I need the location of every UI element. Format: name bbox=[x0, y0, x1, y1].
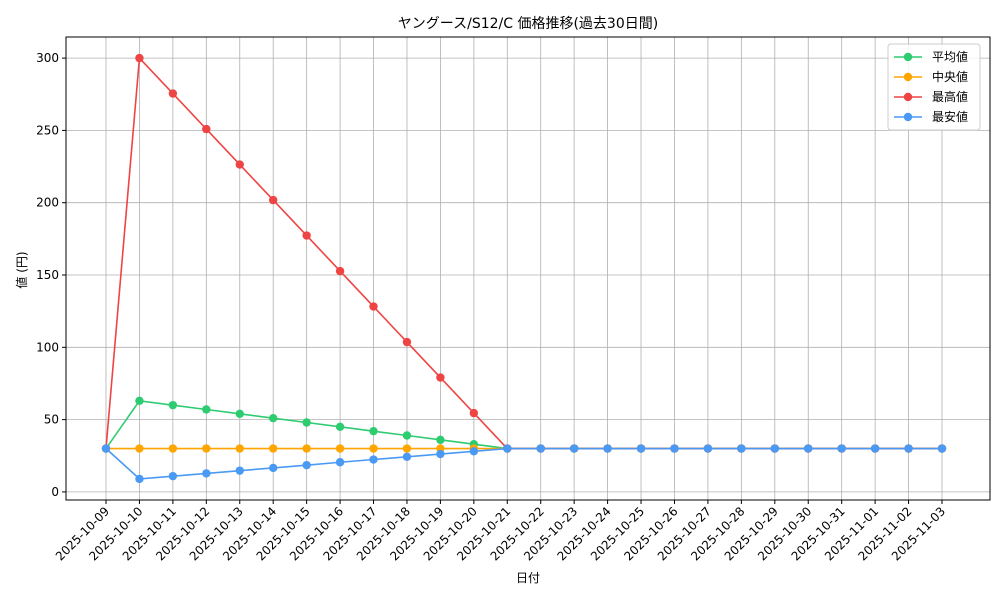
data-point bbox=[168, 400, 178, 410]
legend-label: 最安値 bbox=[932, 109, 968, 124]
data-point bbox=[235, 444, 244, 453]
chart-title: ヤングース/S12/C 価格推移(過去30日間) bbox=[398, 16, 658, 32]
data-point bbox=[402, 452, 412, 461]
data-point bbox=[904, 444, 913, 453]
data-point bbox=[235, 466, 244, 475]
series-line bbox=[105, 56, 942, 450]
y-tick-label: 250 bbox=[36, 123, 59, 137]
data-point bbox=[436, 449, 445, 459]
legend-marker bbox=[903, 52, 913, 62]
data-point bbox=[703, 444, 713, 453]
plot-frame bbox=[65, 36, 991, 501]
y-axis-label: 値 (円) bbox=[14, 251, 29, 288]
data-point bbox=[870, 444, 880, 453]
data-point bbox=[503, 444, 512, 453]
x-axis-label: 日付 bbox=[516, 571, 540, 585]
data-point bbox=[737, 444, 746, 453]
data-point bbox=[202, 444, 211, 453]
data-point bbox=[804, 444, 813, 453]
data-point bbox=[135, 396, 144, 406]
data-point bbox=[335, 444, 345, 453]
data-point bbox=[369, 302, 378, 311]
data-point bbox=[269, 463, 278, 473]
data-point bbox=[436, 373, 445, 382]
legend-label: 平均値 bbox=[932, 49, 968, 64]
y-tick-label: 150 bbox=[36, 268, 59, 282]
data-point bbox=[269, 444, 278, 453]
legend-box bbox=[887, 43, 981, 131]
data-point bbox=[469, 447, 479, 456]
data-point bbox=[636, 444, 646, 453]
data-point bbox=[135, 53, 144, 63]
data-point bbox=[569, 444, 579, 453]
data-point bbox=[770, 444, 779, 453]
data-point bbox=[168, 444, 178, 453]
data-point bbox=[135, 474, 144, 484]
data-point bbox=[536, 444, 545, 453]
data-point bbox=[302, 231, 311, 240]
data-point bbox=[101, 444, 111, 453]
data-point bbox=[369, 426, 378, 436]
data-point bbox=[168, 89, 178, 98]
series-line bbox=[105, 447, 942, 480]
data-point bbox=[670, 444, 679, 453]
data-point bbox=[202, 469, 211, 478]
data-point bbox=[369, 444, 378, 453]
data-point bbox=[235, 409, 244, 419]
data-point bbox=[402, 444, 412, 453]
y-tick-label: 100 bbox=[36, 340, 59, 354]
legend-marker bbox=[903, 112, 913, 122]
data-point bbox=[402, 431, 412, 440]
legend-marker bbox=[903, 72, 913, 82]
data-point bbox=[369, 455, 378, 464]
y-tick-label: 50 bbox=[44, 413, 59, 427]
data-point bbox=[469, 408, 479, 418]
data-point bbox=[335, 458, 345, 467]
data-point bbox=[603, 444, 612, 453]
data-point bbox=[269, 413, 278, 423]
data-point bbox=[302, 418, 311, 427]
data-point bbox=[202, 124, 211, 134]
data-point bbox=[937, 444, 947, 453]
data-point bbox=[302, 460, 311, 470]
data-point bbox=[302, 444, 311, 453]
data-point bbox=[168, 471, 178, 481]
data-point bbox=[436, 435, 445, 445]
data-point bbox=[269, 195, 278, 205]
legend-label: 最高値 bbox=[932, 89, 968, 104]
y-tick-label: 300 bbox=[36, 51, 59, 65]
y-tick-label: 0 bbox=[51, 485, 59, 499]
legend-marker bbox=[903, 92, 913, 102]
data-point bbox=[335, 266, 345, 276]
data-point bbox=[135, 444, 144, 453]
data-point bbox=[335, 422, 345, 432]
data-point bbox=[235, 160, 244, 169]
series-line bbox=[105, 399, 942, 450]
data-point bbox=[402, 337, 412, 347]
data-point bbox=[202, 405, 211, 414]
data-point bbox=[837, 444, 846, 453]
legend-label: 中央値 bbox=[932, 69, 968, 84]
y-tick-label: 200 bbox=[36, 196, 59, 210]
